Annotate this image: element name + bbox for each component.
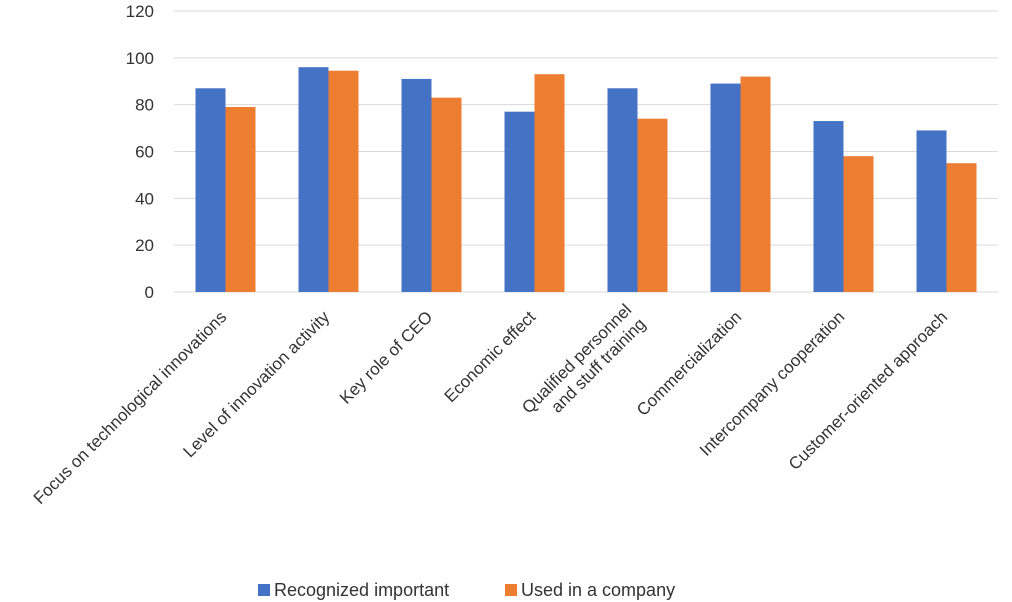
bar-used-in-a-company [225,107,256,292]
category-label: Focus on technological innovations [30,307,231,508]
legend-swatch [505,584,517,596]
bar-recognized-important [710,83,741,292]
category-label: Economic effect [441,307,540,406]
y-axis-tick-labels: 0 20 40 60 80 100 120 [126,2,154,302]
bar-used-in-a-company [328,70,359,293]
bar-used-in-a-company [740,76,771,292]
y-tick-label: 80 [135,96,154,115]
category-labels: Focus on technological innovationsLevel … [30,300,952,508]
bar-recognized-important [813,121,844,292]
legend-label: Used in a company [521,580,675,600]
y-tick-label: 20 [135,236,154,255]
y-tick-label: 0 [145,283,154,302]
y-tick-label: 120 [126,2,154,21]
category-label-line: Commercialization [633,307,745,419]
bar-recognized-important [401,78,432,293]
y-tick-label: 40 [135,189,154,208]
bar-recognized-important [607,88,638,293]
bar-recognized-important [504,111,535,292]
bar-recognized-important [195,88,226,293]
bar-used-in-a-company [946,163,977,292]
y-tick-label: 100 [126,49,154,68]
category-label-line: Focus on technological innovations [30,307,231,508]
bar-recognized-important [916,130,947,292]
bar-used-in-a-company [431,97,462,293]
legend-swatch [258,584,270,596]
bar-recognized-important [298,67,329,292]
legend-label: Recognized important [274,580,449,600]
bars [195,67,977,293]
bar-used-in-a-company [843,156,874,292]
category-label: Commercialization [633,307,745,419]
category-label: Key role of CEO [336,307,436,407]
gridlines [174,10,998,293]
category-label-line: Economic effect [441,307,540,406]
bar-used-in-a-company [534,74,565,292]
bar-used-in-a-company [637,118,668,292]
category-label-line: Key role of CEO [336,307,436,407]
legend: Recognized important Used in a company [258,580,675,600]
y-tick-label: 60 [135,143,154,162]
